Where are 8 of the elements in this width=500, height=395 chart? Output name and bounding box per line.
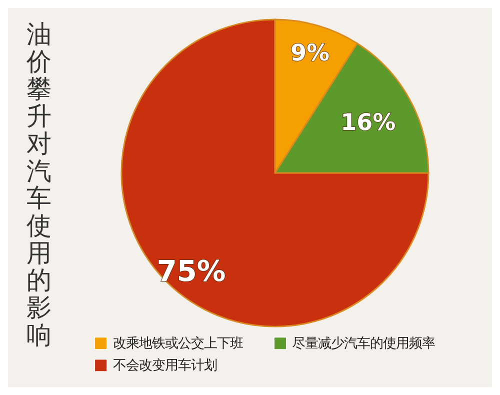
data-label: 75% (156, 254, 226, 288)
legend-label: 尽量减少汽车的使用频率 (292, 335, 436, 352)
legend-label: 改乘地铁或公交上下班 (112, 335, 243, 352)
chart-title: 油价攀升对汽车使用的影响 (26, 20, 52, 350)
legend-label: 不会改变用车计划 (112, 358, 217, 374)
pie-slice (120, 18, 430, 328)
data-label: 9% (290, 40, 330, 67)
data-label: 16% (340, 110, 396, 136)
